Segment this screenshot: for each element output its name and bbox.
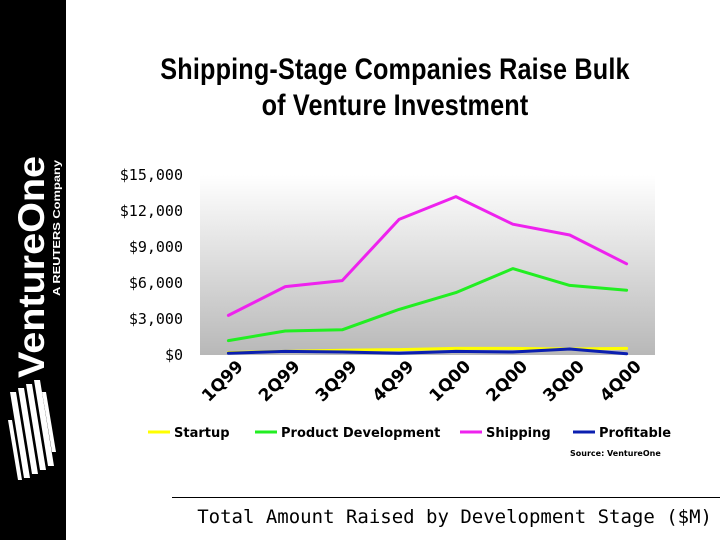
- legend: Startup Product Development Shipping Profit…: [148, 426, 671, 441]
- brand-mark-icon: [8, 380, 56, 480]
- plot-area: [200, 175, 655, 355]
- series-line-product-development: [226, 267, 629, 343]
- x-tick-label: 3Q99: [312, 357, 361, 406]
- line-chart: $0$3,000$6,000$9,000$12,000$15,000 1Q99 2…: [120, 166, 671, 458]
- sidebar: VentureOne A REUTERS Company: [0, 0, 66, 540]
- y-tick-label: $3,000: [129, 310, 183, 328]
- y-axis-ticks: $0 $3,000 $6,000 $9,000 $12,000 $15,000: [120, 166, 183, 364]
- series-lines: [226, 195, 629, 356]
- x-tick-label: 3Q00: [539, 357, 589, 407]
- title-line-2: of Venture Investment: [261, 89, 529, 122]
- legend-label: Shipping: [486, 426, 551, 441]
- x-tick-label: 2Q00: [483, 357, 533, 407]
- y-tick-label: $6,000: [129, 274, 183, 292]
- legend-label: Profitable: [599, 426, 671, 441]
- brand-logo: VentureOne A REUTERS Company: [8, 156, 63, 480]
- series-line-profitable: [226, 347, 629, 356]
- y-tick-label: $9,000: [129, 238, 183, 256]
- title-line-1: Shipping-Stage Companies Raise Bulk: [160, 53, 630, 86]
- series-line-shipping: [226, 195, 629, 317]
- x-tick-label: 2Q99: [255, 357, 304, 406]
- x-tick-label: 1Q99: [198, 357, 247, 406]
- brand-tagline: A REUTERS Company: [52, 159, 63, 296]
- chart-title: Shipping-Stage Companies Raise Bulk of V…: [122, 52, 668, 124]
- x-tick-label: 4Q00: [596, 357, 646, 407]
- x-tick-label: 1Q00: [426, 357, 476, 407]
- footer-divider: [172, 497, 720, 498]
- y-tick-label: $15,000: [120, 166, 183, 184]
- legend-label: Startup: [174, 426, 230, 441]
- source-note: Source: VentureOne: [570, 449, 661, 458]
- y-tick-label: $0: [165, 346, 183, 364]
- footer-caption: Total Amount Raised by Development Stage…: [197, 506, 712, 528]
- brand-name: VentureOne: [11, 156, 52, 378]
- x-tick-label: 4Q99: [369, 357, 418, 406]
- legend-label: Product Development: [281, 426, 440, 441]
- y-tick-label: $12,000: [120, 202, 183, 220]
- x-axis-ticks: 1Q99 2Q99 3Q99 4Q99 1Q00 2Q00 3Q00 4Q00: [198, 357, 646, 407]
